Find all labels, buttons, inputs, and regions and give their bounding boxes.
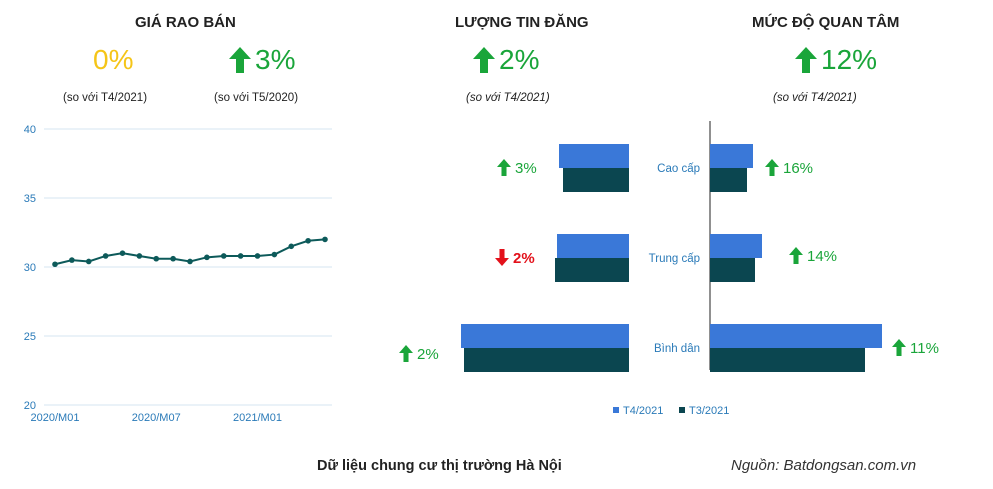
data-point xyxy=(187,258,193,265)
bar-listings-T4/2021 xyxy=(557,234,629,258)
x-tick-label: 2020/M07 xyxy=(132,412,181,424)
data-point xyxy=(220,253,227,259)
data-point xyxy=(237,253,244,259)
bar-interest-T3/2021 xyxy=(710,348,865,372)
y-tick-label: 35 xyxy=(24,193,36,205)
y-tick-label: 20 xyxy=(24,400,36,412)
bar-listings-T3/2021 xyxy=(563,168,629,192)
x-tick-label: 2020/M01 xyxy=(31,412,80,424)
segment-change-value: 14% xyxy=(807,248,837,265)
segment-change-value: 11% xyxy=(910,340,939,357)
listings-note: (so với T4/2021) xyxy=(466,92,550,104)
segment-bar-chart: Cao cấp Trung cấp Bình dân 3% 2% 2% 16% 14% 11… xyxy=(399,121,939,417)
bar-interest-T4/2021 xyxy=(710,144,753,168)
price-kpi-title: GIÁ RAO BÁN xyxy=(135,14,236,31)
data-point xyxy=(204,254,210,261)
data-point xyxy=(305,237,311,244)
bar-interest-T3/2021 xyxy=(710,168,747,192)
segment-change-value: 2% xyxy=(417,346,439,363)
up-arrow-icon xyxy=(473,47,495,73)
down-arrow-icon xyxy=(495,249,509,266)
legend-swatch xyxy=(613,407,619,413)
up-arrow-icon xyxy=(795,47,817,73)
listings-value: 2% xyxy=(473,44,539,76)
bar-listings-T3/2021 xyxy=(464,348,629,372)
segment-category-labels: Cao cấp Trung cấp Bình dân xyxy=(649,163,700,355)
data-point xyxy=(288,243,295,250)
up-arrow-icon xyxy=(497,159,511,176)
price-yoy-value-text: 3% xyxy=(255,44,296,75)
line-chart-grid xyxy=(44,128,332,406)
data-point xyxy=(52,261,58,268)
y-tick-label: 40 xyxy=(24,124,36,136)
category-label: Cao cấp xyxy=(657,163,700,175)
up-arrow-icon xyxy=(399,345,413,362)
price-mom-value-text: 0% xyxy=(93,44,134,75)
data-point xyxy=(153,255,160,262)
up-arrow-icon xyxy=(765,159,779,176)
source-credit: Nguồn: Batdongsan.com.vn xyxy=(731,457,917,474)
legend-swatch xyxy=(679,407,685,413)
up-arrow-icon xyxy=(229,47,251,73)
data-point xyxy=(85,258,92,265)
data-point xyxy=(254,253,261,259)
price-yoy-value: 3% xyxy=(229,44,295,76)
legend-label: T4/2021 xyxy=(623,405,663,417)
data-point xyxy=(271,251,278,258)
listings-segment-changes: 3% 2% 2% xyxy=(399,159,537,363)
segment-change-value: 16% xyxy=(783,160,813,177)
x-tick-label: 2021/M01 xyxy=(233,412,282,424)
chart-caption: Dữ liệu chung cư thị trường Hà Nội xyxy=(317,458,562,474)
interest-note: (so với T4/2021) xyxy=(773,92,857,104)
bar-interest-T4/2021 xyxy=(710,324,882,348)
bar-interest-T3/2021 xyxy=(710,258,755,282)
price-mom-value: 0% xyxy=(93,44,133,76)
category-label: Trung cấp xyxy=(649,253,700,265)
up-arrow-icon xyxy=(892,339,906,356)
line-chart-x-axis: 2020/M01 2020/M07 2021/M01 xyxy=(31,412,282,424)
listings-kpi-title: LƯỢNG TIN ĐĂNG xyxy=(455,14,589,31)
data-point xyxy=(322,236,328,243)
interest-value-text: 12% xyxy=(821,44,878,75)
interest-value: 12% xyxy=(795,44,877,76)
line-chart-y-axis: 20 25 30 35 40 xyxy=(24,124,36,412)
bar-listings-T4/2021 xyxy=(461,324,629,348)
y-tick-label: 30 xyxy=(24,262,36,274)
bar-listings-T3/2021 xyxy=(555,258,629,282)
data-point xyxy=(136,253,143,259)
up-arrow-icon xyxy=(789,247,803,264)
bar-chart-legend: T4/2021 T3/2021 xyxy=(613,405,729,417)
legend-label: T3/2021 xyxy=(689,405,729,417)
price-mom-note: (so với T4/2021) xyxy=(63,92,148,104)
segment-bars xyxy=(461,144,882,372)
data-point xyxy=(69,257,75,263)
interest-segment-changes: 16% 14% 11% xyxy=(765,159,939,357)
segment-change-value: 2% xyxy=(513,250,535,267)
bar-listings-T4/2021 xyxy=(559,144,629,168)
price-series-points xyxy=(52,236,328,268)
segment-change-value: 3% xyxy=(515,160,537,177)
price-yoy-note: (so với T5/2020) xyxy=(214,92,299,104)
price-line-chart: 20 25 30 35 40 2020/M01 2020/M07 2021/M01 xyxy=(24,124,332,424)
listings-value-text: 2% xyxy=(499,44,540,75)
y-tick-label: 25 xyxy=(24,331,36,343)
interest-kpi-title: MỨC ĐỘ QUAN TÂM xyxy=(752,14,900,31)
data-point xyxy=(170,255,176,262)
data-point xyxy=(102,253,109,259)
data-point xyxy=(119,250,126,256)
category-label: Bình dân xyxy=(654,343,700,355)
bar-interest-T4/2021 xyxy=(710,234,762,258)
